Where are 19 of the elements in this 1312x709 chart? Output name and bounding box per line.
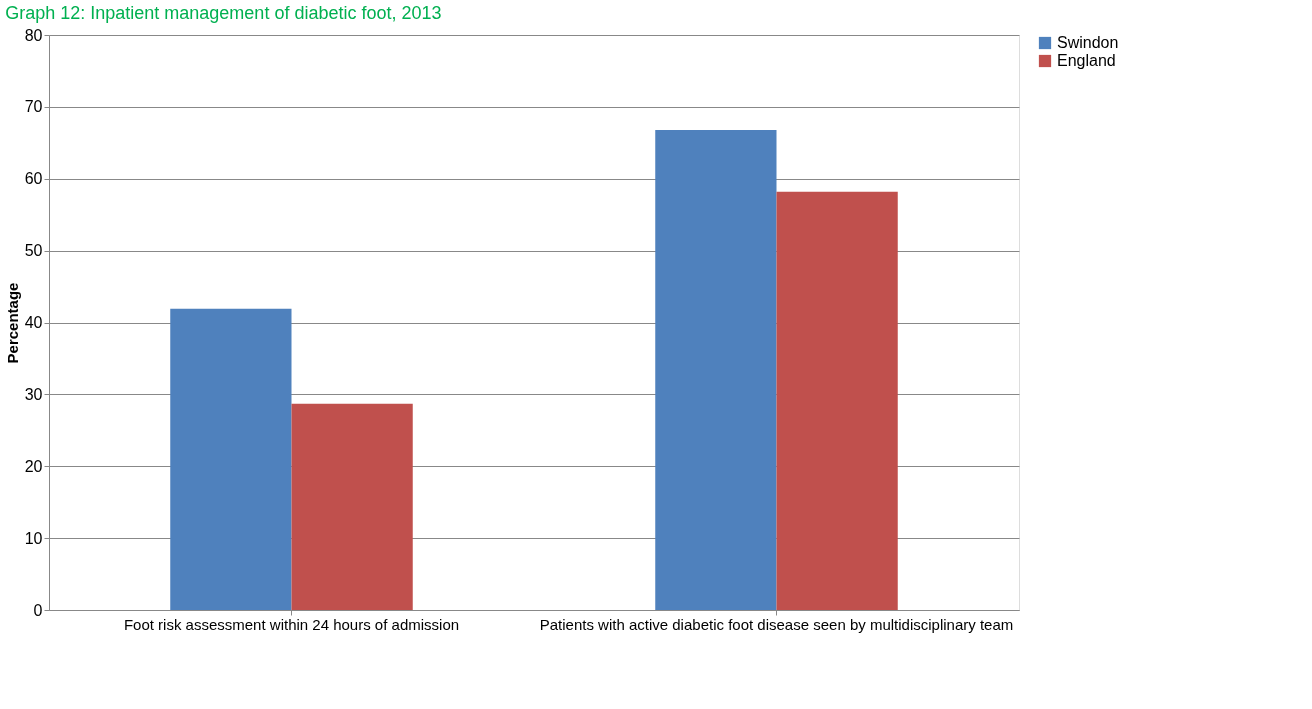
- y-tick-label: 60: [24, 170, 43, 188]
- bar: [170, 308, 292, 610]
- x-tick-label: Foot risk assessment within 24 hours of admission: [123, 615, 460, 633]
- y-tick-label: 30: [24, 385, 43, 403]
- y-tick-label: 50: [24, 242, 43, 260]
- y-tick-label: 20: [24, 457, 43, 475]
- bar: [291, 403, 413, 610]
- y-tick-label: 40: [24, 314, 43, 331]
- y-axis-title: Percentage: [3, 282, 21, 364]
- chart-title: Graph 12: Inpatient management of diabetic foot, 2013: [5, 3, 442, 23]
- y-tick-label: 0: [33, 601, 43, 619]
- x-tick-label: Patients with active diabetic foot disease seen by multidisciplinary team: [539, 615, 1014, 633]
- y-tick-label: 10: [24, 529, 43, 547]
- y-tick-label: 80: [24, 26, 43, 44]
- legend-label: Swindon: [1057, 34, 1119, 51]
- bar: [776, 191, 898, 610]
- bar: [655, 129, 777, 610]
- legend-label: England: [1057, 52, 1116, 69]
- y-tick-label: 70: [24, 98, 43, 116]
